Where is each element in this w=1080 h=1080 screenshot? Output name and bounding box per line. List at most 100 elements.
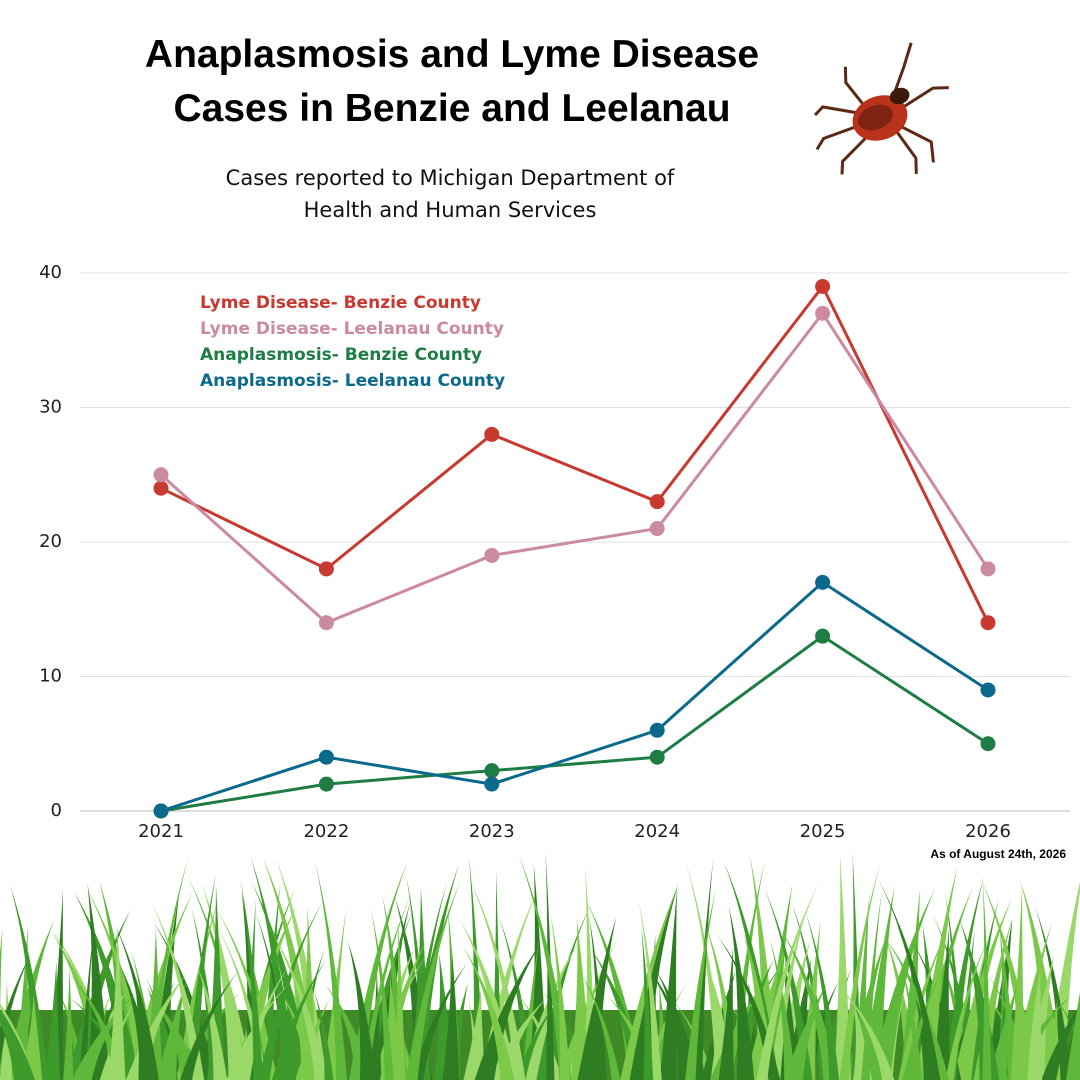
data-point [649, 722, 665, 738]
grass-blade [271, 959, 327, 1080]
grass-blade [49, 888, 64, 1080]
grass-blade [659, 887, 678, 1080]
grass-blade [805, 911, 840, 1080]
grass-blade [1011, 923, 1052, 1080]
grass-blade [44, 961, 60, 1080]
grass-blade [71, 991, 138, 1080]
grass-blade [1020, 880, 1064, 1080]
grass-blade [151, 902, 205, 1080]
grass-blade [768, 905, 808, 1080]
grass-blade [370, 907, 394, 1080]
grass-blade [685, 862, 726, 1080]
data-point [484, 426, 500, 442]
series-line [160, 580, 989, 813]
grass-blade [442, 953, 460, 1080]
x-tick-label: 2025 [800, 821, 846, 842]
grass-blade [73, 890, 140, 1080]
grass-blade [577, 916, 617, 1080]
grass-blade [878, 878, 941, 1080]
grass-blade [196, 963, 228, 1080]
grass-decoration [0, 851, 1080, 1080]
data-point [815, 574, 831, 590]
series-line [160, 634, 989, 813]
grass-blade [945, 936, 990, 1080]
y-tick-label: 0 [51, 800, 62, 821]
grass-blade [258, 902, 323, 1080]
x-tick-label: 2024 [634, 821, 680, 842]
grass-blade [902, 972, 942, 1080]
data-point [815, 305, 831, 321]
data-point [318, 776, 334, 792]
grass-blade [515, 998, 560, 1080]
y-tick-label: 40 [39, 262, 62, 283]
grass-blade [462, 945, 515, 1080]
data-point [980, 736, 996, 752]
grass-blade [1010, 885, 1025, 1080]
grass-blade [988, 982, 1019, 1080]
grass-blade [14, 925, 29, 1080]
chart-subtitle: Cases reported to Michigan Department of… [225, 166, 675, 222]
x-tick-label: 2023 [469, 821, 515, 842]
x-tick-label: 2021 [138, 821, 184, 842]
grass-blade [252, 882, 312, 1080]
data-point [153, 480, 169, 496]
grass-blade [268, 926, 327, 1080]
grass-blade [518, 854, 572, 1080]
grass-blade [410, 962, 468, 1080]
data-point [980, 615, 996, 631]
grass-blade [115, 925, 159, 1080]
grass-blade [756, 882, 820, 1080]
annotation: As of August 24th, 2026 [930, 847, 1066, 861]
grass-blade [558, 966, 609, 1080]
grass-blade [869, 889, 935, 1080]
grass-blade [360, 895, 411, 1080]
data-point [484, 763, 500, 779]
grass-blade [133, 975, 149, 1080]
grass-blade [405, 880, 461, 1080]
data-point [484, 776, 500, 792]
grass-blade [520, 938, 581, 1080]
data-point [980, 682, 996, 698]
data-point [649, 521, 665, 537]
y-tick-label: 10 [39, 666, 62, 687]
data-point [153, 803, 169, 819]
data-point [815, 278, 831, 294]
data-point [484, 547, 500, 563]
grass-blade [85, 887, 151, 1080]
grass-blade [943, 876, 985, 1080]
legend-entry: Lyme Disease- Leelanau County [200, 319, 504, 339]
grass-blade [469, 877, 526, 1080]
x-tick-label: 2022 [303, 821, 349, 842]
grass-blade [861, 889, 883, 1080]
grass-blade [1065, 992, 1080, 1080]
grass-blade [764, 888, 813, 1080]
grass-blade [769, 938, 796, 1080]
grass-blade [836, 983, 895, 1080]
grass-blade [671, 998, 714, 1080]
grass-blade [315, 862, 348, 1080]
grass-blade [240, 879, 264, 1080]
grass-blade [982, 879, 992, 1080]
grass-blade [0, 928, 3, 1022]
grass-blade [215, 907, 278, 1080]
data-point [153, 467, 169, 483]
grass-blade [521, 931, 541, 1080]
grass-blade [629, 885, 679, 1080]
grass-blade [638, 900, 662, 1080]
grass-blade [1041, 1005, 1080, 1080]
grass-blade [728, 905, 755, 1080]
grass-blade [393, 920, 406, 1080]
series-line [159, 310, 990, 625]
legend-entry: Lyme Disease- Benzie County [200, 293, 481, 313]
grass-blade [146, 992, 202, 1080]
grass-blade [834, 854, 851, 1080]
grass-blade [685, 888, 717, 1080]
grass-blade [550, 912, 571, 1080]
x-tick-label: 2026 [965, 821, 1011, 842]
data-point [318, 561, 334, 577]
grass-blade [63, 966, 74, 1080]
grass-blade [947, 974, 993, 1080]
grass-blade [201, 882, 247, 1080]
grass-blade [235, 966, 289, 1080]
